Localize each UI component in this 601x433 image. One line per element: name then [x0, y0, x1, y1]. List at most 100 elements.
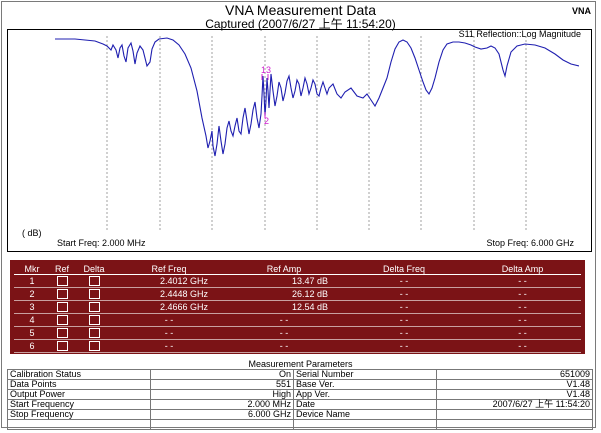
report-frame	[1, 1, 596, 428]
param-label: Device Name	[293, 409, 437, 420]
param-value: High	[150, 389, 294, 400]
ref-freq: 2.4012 GHz	[114, 274, 224, 288]
ref-amp: 26.12 dB	[224, 287, 344, 301]
param-value: 651009	[436, 369, 593, 380]
ref-checkbox[interactable]	[56, 315, 68, 326]
marker-row: 5 - - - - - - - -	[14, 326, 581, 340]
ref-amp: - -	[224, 339, 344, 353]
marker-table-header: Mkr Ref Delta Ref Freq Ref Amp Delta Fre…	[14, 263, 581, 275]
trace-plot: 1 3 2	[55, 36, 579, 230]
delta-checkbox[interactable]	[88, 315, 100, 326]
param-label: Serial Number	[293, 369, 437, 380]
marker-number: 2	[14, 287, 50, 301]
marker-table: Mkr Ref Delta Ref Freq Ref Amp Delta Fre…	[14, 263, 581, 353]
param-value: 2.000 MHz	[150, 399, 294, 410]
capture-timestamp: Captured (2007/6/27 上午 11:54:20)	[205, 17, 396, 31]
start-freq-label: Start Freq: 2.000 MHz	[57, 238, 146, 248]
ref-checkbox[interactable]	[56, 302, 68, 313]
param-value: 6.000 GHz	[150, 409, 294, 420]
param-label: App Ver.	[293, 389, 437, 400]
delta-freq: - -	[344, 300, 464, 314]
marker-label-3: 3	[266, 65, 271, 75]
ref-amp: 13.47 dB	[224, 274, 344, 288]
param-label	[293, 419, 437, 430]
delta-freq: - -	[344, 287, 464, 301]
col-delta-freq: Delta Freq	[344, 263, 464, 275]
marker-number: 1	[14, 274, 50, 288]
report-title: VNA Measurement Data	[225, 2, 376, 18]
params-title: Measurement Parameters	[248, 359, 353, 369]
param-label: Stop Frequency	[7, 409, 151, 420]
params-row: Output Power High App Ver. V1.48	[7, 389, 593, 400]
ref-freq: - -	[114, 313, 224, 327]
params-row: Start Frequency 2.000 MHz Date 2007/6/27…	[7, 399, 593, 410]
param-value	[436, 419, 593, 430]
s11-trace	[55, 37, 579, 157]
params-row: Calibration Status On Serial Number 6510…	[7, 369, 593, 380]
ref-freq: - -	[114, 339, 224, 353]
col-mkr: Mkr	[14, 263, 50, 275]
param-label: Data Points	[7, 379, 151, 390]
param-value	[150, 419, 294, 430]
marker-labels: 1 3 2	[261, 65, 271, 126]
param-value	[436, 409, 593, 420]
params-row: Data Points 551 Base Ver. V1.48	[7, 379, 593, 390]
ref-checkbox[interactable]	[56, 341, 68, 352]
delta-amp: - -	[464, 313, 581, 327]
param-value: 551	[150, 379, 294, 390]
marker-number: 3	[14, 300, 50, 314]
ref-checkbox[interactable]	[56, 328, 68, 339]
col-delta: Delta	[74, 263, 114, 275]
delta-amp: - -	[464, 339, 581, 353]
delta-freq: - -	[344, 326, 464, 340]
ref-freq: 2.4666 GHz	[114, 300, 224, 314]
ref-freq: 2.4448 GHz	[114, 287, 224, 301]
marker-row: 1 2.4012 GHz 13.47 dB - - - -	[14, 274, 581, 288]
grid-lines	[106, 36, 527, 230]
param-label: Date	[293, 399, 437, 410]
delta-checkbox[interactable]	[88, 328, 100, 339]
marker-number: 6	[14, 339, 50, 353]
param-label	[7, 419, 151, 430]
col-ref-amp: Ref Amp	[224, 263, 344, 275]
ref-checkbox[interactable]	[56, 276, 68, 287]
param-value: V1.48	[436, 389, 593, 400]
stop-freq-label: Stop Freq: 6.000 GHz	[486, 238, 574, 248]
param-value: 2007/6/27 上午 11:54:20	[436, 399, 593, 410]
marker-label-1: 1	[261, 65, 266, 75]
param-value: On	[150, 369, 294, 380]
col-ref: Ref	[50, 263, 74, 275]
chart-frame	[7, 29, 592, 252]
params-row	[7, 419, 593, 430]
delta-amp: - -	[464, 300, 581, 314]
y-axis-unit: ( dB)	[22, 228, 42, 238]
delta-freq: - -	[344, 313, 464, 327]
ref-amp: - -	[224, 326, 344, 340]
marker-row: 2 2.4448 GHz 26.12 dB - - - -	[14, 287, 581, 301]
delta-checkbox[interactable]	[88, 276, 100, 287]
col-delta-amp: Delta Amp	[464, 263, 581, 275]
params-row: Stop Frequency 6.000 GHz Device Name	[7, 409, 593, 420]
marker-row: 6 - - - - - - - -	[14, 339, 581, 353]
delta-checkbox[interactable]	[88, 341, 100, 352]
param-label: Output Power	[7, 389, 151, 400]
col-ref-freq: Ref Freq	[114, 263, 224, 275]
param-label: Start Frequency	[7, 399, 151, 410]
delta-checkbox[interactable]	[88, 302, 100, 313]
marker-number: 5	[14, 326, 50, 340]
marker-row: 3 2.4666 GHz 12.54 dB - - - -	[14, 300, 581, 314]
ref-freq: - -	[114, 326, 224, 340]
ref-checkbox[interactable]	[56, 289, 68, 300]
param-label: Calibration Status	[7, 369, 151, 380]
params-table: Calibration Status On Serial Number 6510…	[7, 369, 593, 430]
delta-freq: - -	[344, 339, 464, 353]
marker-number: 4	[14, 313, 50, 327]
vna-tag: VNA	[571, 6, 591, 16]
marker-ticks	[261, 74, 269, 118]
param-value: V1.48	[436, 379, 593, 390]
ref-amp: - -	[224, 313, 344, 327]
delta-amp: - -	[464, 274, 581, 288]
marker-table-panel: Mkr Ref Delta Ref Freq Ref Amp Delta Fre…	[10, 260, 585, 354]
delta-amp: - -	[464, 287, 581, 301]
delta-checkbox[interactable]	[88, 289, 100, 300]
